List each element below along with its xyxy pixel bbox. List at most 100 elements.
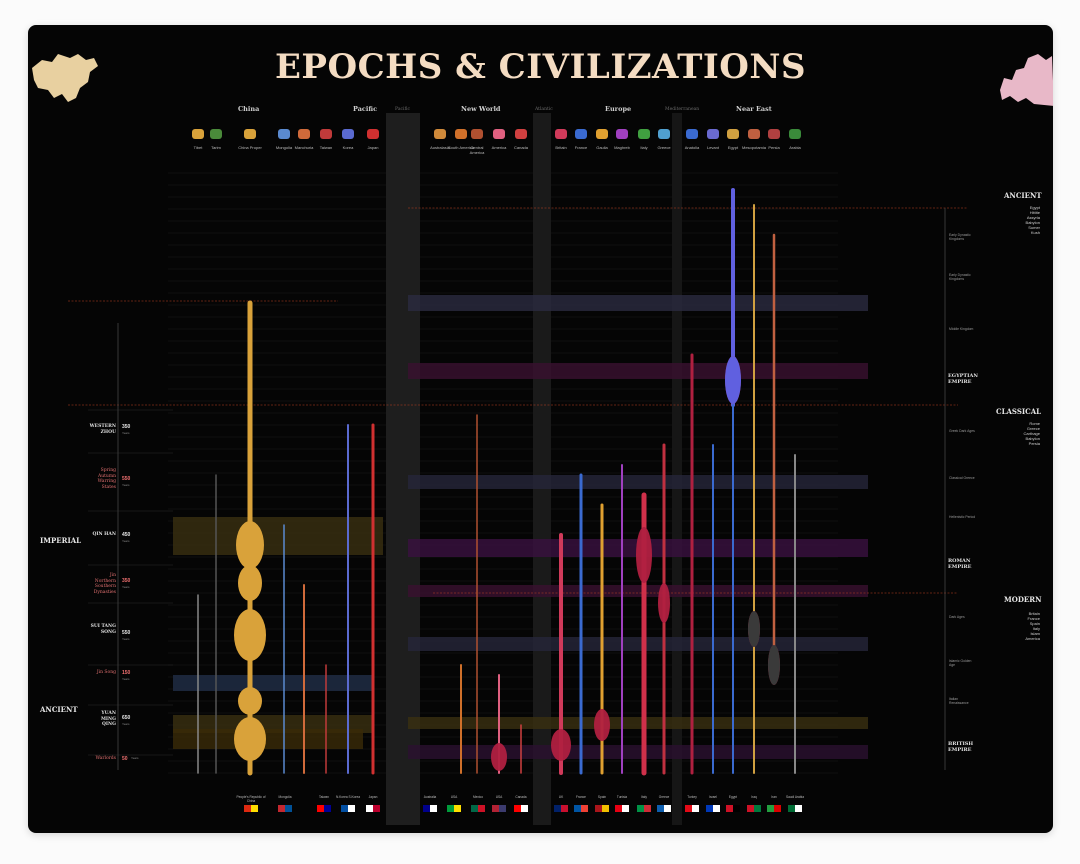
country-label: Mongolia bbox=[278, 795, 292, 799]
country-flag-icon bbox=[637, 805, 651, 812]
country-flag-icon bbox=[685, 805, 699, 812]
dynasty-western-zhou: WESTERN ZHOU bbox=[89, 424, 116, 435]
country-label: UK bbox=[558, 795, 564, 799]
region-shape-icon bbox=[658, 129, 670, 139]
years-label: Years bbox=[122, 431, 130, 435]
country-label: Japan bbox=[368, 795, 378, 799]
region-shape-icon bbox=[789, 129, 801, 139]
region-shape-icon bbox=[210, 129, 222, 139]
column-label: Arabia bbox=[789, 145, 801, 150]
column-label: China Proper bbox=[238, 145, 262, 150]
column-label: Mongolia bbox=[275, 145, 293, 150]
country-flag-icon bbox=[767, 805, 781, 812]
country-label: Tunisia bbox=[616, 795, 628, 799]
region-shape-icon bbox=[493, 129, 505, 139]
region-shape-icon bbox=[192, 129, 204, 139]
dynasty-jin-northern-southern: Jin Northern Southern Dynasties bbox=[93, 573, 116, 595]
country-flag-icon bbox=[615, 805, 629, 812]
empire-blob bbox=[748, 611, 760, 647]
epoch-ancient-right: ANCIENT bbox=[1004, 191, 1042, 200]
years-label: Years bbox=[122, 483, 130, 487]
region-shape-icon bbox=[616, 129, 628, 139]
country-label: USA bbox=[495, 795, 503, 799]
region-shape-icon bbox=[367, 129, 379, 139]
column-label: Anatolia bbox=[684, 145, 700, 150]
epoch-ancient-left: ANCIENT bbox=[40, 705, 78, 714]
region-shape-icon bbox=[320, 129, 332, 139]
region-near-east: Near East bbox=[736, 105, 772, 113]
dynasty-sui-tang-song: SUI TANG SONG bbox=[90, 624, 116, 635]
epoch-imperial: IMPERIAL bbox=[40, 536, 82, 545]
country-flag-icon bbox=[514, 805, 528, 812]
years-label: Years bbox=[131, 756, 139, 760]
column-label: Manchuria bbox=[294, 145, 314, 150]
civ-item: Hittite bbox=[1029, 210, 1040, 215]
column-label: Canada bbox=[513, 145, 528, 150]
column-label: Tarim bbox=[211, 145, 221, 150]
region-shape-icon bbox=[434, 129, 446, 139]
empire-roman: ROMAN EMPIRE bbox=[948, 558, 972, 570]
column-label: Japan bbox=[367, 145, 379, 150]
column-label: Gaulia bbox=[596, 145, 608, 150]
country-flag-icon bbox=[341, 805, 355, 812]
dynasty-blob bbox=[234, 609, 266, 661]
country-label: Taiwan bbox=[319, 795, 329, 799]
region-shape-icon bbox=[748, 129, 760, 139]
poster-frame: EPOCHS & CIVILIZATIONS China Pacific Pac… bbox=[28, 25, 1053, 833]
period-label: Classical Greece bbox=[949, 476, 975, 480]
epoch-modern: MODERN bbox=[1004, 595, 1042, 604]
period-label: Greek Dark Ages bbox=[949, 429, 975, 433]
civ-item: Spain bbox=[1029, 621, 1040, 626]
civ-item: Greece bbox=[1026, 426, 1040, 431]
period-label: Islamic Golden Age bbox=[949, 659, 972, 667]
empire-blob bbox=[551, 729, 571, 761]
yuan-band bbox=[173, 715, 373, 733]
country-label: Iraq bbox=[751, 795, 757, 799]
epoch-classical: CLASSICAL bbox=[996, 407, 1042, 416]
dynasty-warlords: Warlords bbox=[95, 756, 116, 761]
region-shape-icon bbox=[707, 129, 719, 139]
country-flag-icon bbox=[317, 805, 331, 812]
dynasty-years: 650 bbox=[122, 715, 131, 721]
column-label: Central America bbox=[469, 145, 485, 155]
period-label: Hellenistic Period bbox=[949, 515, 976, 519]
column-label: Levant bbox=[706, 145, 719, 150]
dynasty-blob bbox=[238, 565, 262, 601]
epoch-ancient-items: Egypt Hittite Assyria Babylon Sumer Kush bbox=[1014, 205, 1040, 235]
asia-map-icon bbox=[32, 54, 98, 102]
region-new-world: New World bbox=[461, 105, 501, 113]
country-label: USA bbox=[450, 795, 458, 799]
mongol-band bbox=[173, 675, 373, 691]
civ-item: France bbox=[1027, 616, 1040, 621]
country-label: Italy bbox=[641, 795, 647, 799]
country-label: N.Korea S.Korea bbox=[335, 795, 361, 799]
country-flag-icon bbox=[492, 805, 506, 812]
dynasty-qin-han: QIN HAN bbox=[92, 532, 116, 537]
dynasty-years: 150 bbox=[122, 670, 131, 676]
europe-map-icon bbox=[1000, 54, 1053, 106]
country-label: Canada bbox=[515, 795, 527, 799]
period-label: Middle Kingdom bbox=[949, 327, 974, 331]
dynasty-years: 350 bbox=[122, 424, 131, 430]
qin-han-band bbox=[173, 517, 383, 555]
civ-item: Babylon bbox=[1025, 436, 1040, 441]
dynasty-years: 350 bbox=[122, 578, 131, 584]
empire-british: BRITISH EMPIRE bbox=[948, 741, 974, 753]
empire-blob bbox=[491, 743, 507, 771]
region-shape-icon bbox=[298, 129, 310, 139]
country-flag-icon bbox=[244, 805, 258, 812]
region-mediterranean: Mediterranean bbox=[665, 107, 700, 112]
years-label: Years bbox=[122, 722, 130, 726]
years-label: Years bbox=[122, 677, 130, 681]
epoch-classical-items: Rome Greece Carthage Babylon Persia bbox=[1014, 421, 1040, 446]
region-shape-icon bbox=[555, 129, 567, 139]
country-flag-icon bbox=[278, 805, 292, 812]
column-label: France bbox=[574, 145, 588, 150]
country-label: Saudi Arabia bbox=[785, 795, 805, 799]
region-shape-icon bbox=[244, 129, 256, 139]
column-label: Mesopotamia bbox=[741, 145, 766, 150]
region-shape-icon bbox=[278, 129, 290, 139]
dynasty-spring-autumn: Spring Autumn Warring States bbox=[97, 468, 116, 490]
region-shape-icon bbox=[471, 129, 483, 139]
region-shape-icon bbox=[638, 129, 650, 139]
